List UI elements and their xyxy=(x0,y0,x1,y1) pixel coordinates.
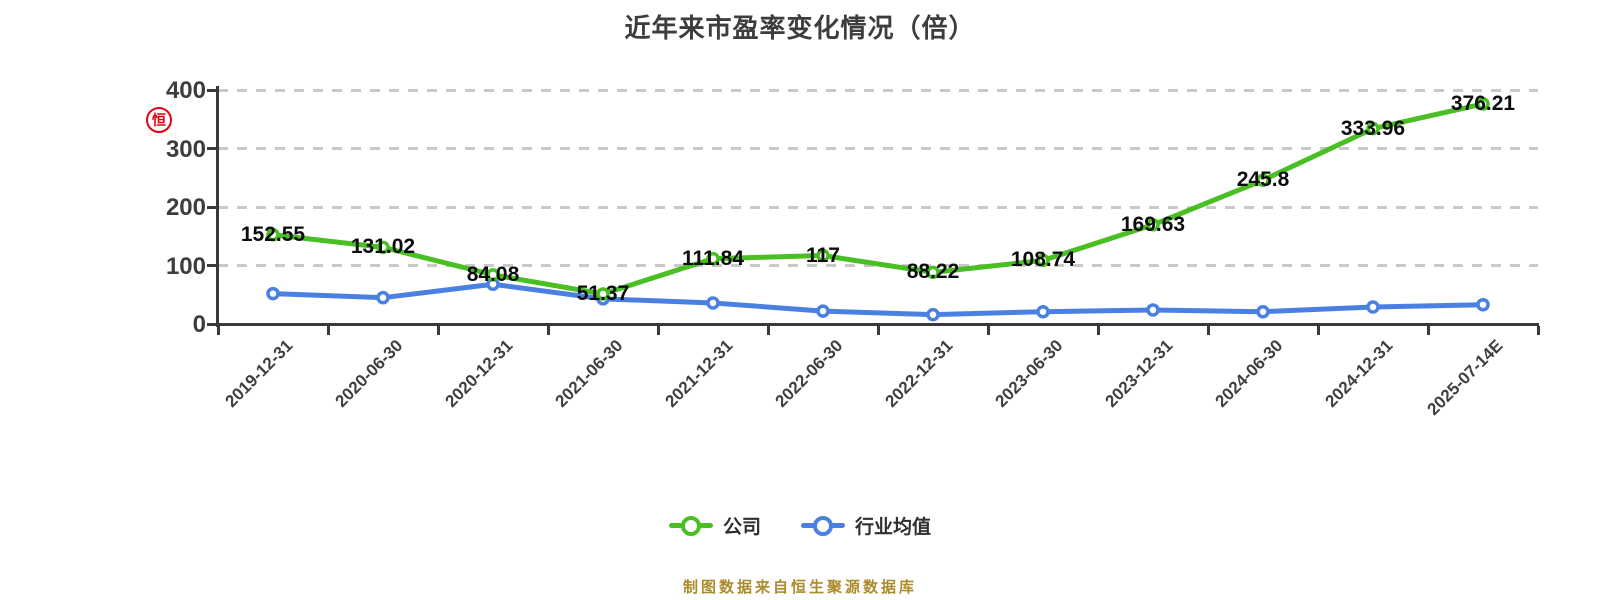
data-point-行业均值-2022-12-31[interactable] xyxy=(926,307,940,322)
legend-item-company[interactable]: 公司 xyxy=(668,512,761,539)
chart-title: 近年来市盈率变化情况（倍） xyxy=(624,13,976,43)
value-label-2022-06-30: 117 xyxy=(806,243,840,267)
x-tick-9 xyxy=(1206,326,1210,335)
x-tick-1 xyxy=(326,326,330,335)
y-axis-label-200: 200 xyxy=(165,194,206,221)
data-point-公司-2022-12-31[interactable] xyxy=(926,265,940,280)
y-axis-label-100: 100 xyxy=(165,252,206,280)
value-label-2021-06-30: 51.37 xyxy=(576,281,630,305)
logo-character: 恒 xyxy=(152,112,166,128)
legend: 公司 行业均值 xyxy=(0,512,1600,539)
data-point-行业均值-2019-12-31[interactable] xyxy=(266,286,280,301)
data-point-公司-2020-06-30[interactable] xyxy=(376,240,390,255)
legend-label-company: 公司 xyxy=(722,517,761,538)
line-行业均值 xyxy=(270,281,1486,318)
data-point-行业均值-2020-06-30[interactable] xyxy=(376,290,390,305)
x-tick-11 xyxy=(1426,326,1430,335)
value-label-2019-12-31: 152.55 xyxy=(240,222,306,246)
y-axis-label-0: 0 xyxy=(192,311,206,338)
data-point-公司-2021-12-31[interactable] xyxy=(706,251,720,266)
y-tick-200 xyxy=(207,205,218,209)
hengsheng-logo-icon: 恒 xyxy=(146,107,172,133)
value-label-2021-12-31: 111.84 xyxy=(682,246,744,270)
data-point-公司-2025-07-14E[interactable] xyxy=(1476,97,1490,111)
industry-point-icon xyxy=(813,515,833,536)
x-axis-line xyxy=(216,323,1539,326)
company-point-icon xyxy=(680,515,701,536)
data-point-行业均值-2023-12-31[interactable] xyxy=(1146,303,1160,317)
legend-item-industry-average[interactable]: 行业均值 xyxy=(801,512,931,539)
line-公司 xyxy=(270,101,1486,297)
x-tick-7 xyxy=(986,326,990,335)
value-label-2023-12-31: 169.63 xyxy=(1120,212,1186,236)
value-label-2023-06-30: 108.74 xyxy=(1010,248,1076,272)
data-point-公司-2021-06-30[interactable] xyxy=(596,287,610,301)
data-point-行业均值-2024-12-31[interactable] xyxy=(1366,300,1380,314)
value-label-2022-12-31: 88.22 xyxy=(906,260,960,284)
x-tick-3 xyxy=(546,326,550,335)
industry-line-marker-icon xyxy=(801,515,845,536)
x-tick-0 xyxy=(216,326,220,335)
y-tick-400 xyxy=(207,88,218,92)
data-source-note: 制图数据来自恒生聚源数据库 xyxy=(682,579,917,596)
y-axis-label-400: 400 xyxy=(165,77,206,104)
value-label-2024-06-30: 245.8 xyxy=(1236,168,1290,192)
data-point-公司-2024-06-30[interactable] xyxy=(1256,173,1270,187)
data-point-公司-2023-06-30[interactable] xyxy=(1036,253,1050,268)
x-tick-2 xyxy=(436,326,440,335)
data-point-公司-2020-12-31[interactable] xyxy=(486,268,500,282)
data-point-行业均值-2021-12-31[interactable] xyxy=(706,296,720,310)
data-point-公司-2023-12-31[interactable] xyxy=(1146,218,1160,232)
value-label-2020-06-30: 131.02 xyxy=(350,235,416,259)
value-label-2025-07-14E: 376.21 xyxy=(1450,91,1516,115)
y-tick-0 xyxy=(207,322,218,326)
data-point-公司-2019-12-31[interactable] xyxy=(266,228,280,242)
data-point-行业均值-2023-06-30[interactable] xyxy=(1036,304,1050,319)
legend-label-industry-average: 行业均值 xyxy=(855,517,932,538)
gridline-y400 xyxy=(218,88,1538,92)
value-label-2020-12-31: 84.08 xyxy=(466,262,520,286)
data-point-公司-2022-06-30[interactable] xyxy=(816,248,830,263)
y-tick-100 xyxy=(207,264,218,267)
y-axis-label-300: 300 xyxy=(165,135,206,163)
x-tick-5 xyxy=(766,326,770,335)
data-point-公司-2024-12-31[interactable] xyxy=(1366,121,1380,136)
value-label-2024-12-31: 333.96 xyxy=(1340,116,1406,140)
y-tick-300 xyxy=(207,147,218,150)
x-tick-10 xyxy=(1316,326,1320,335)
data-point-行业均值-2022-06-30[interactable] xyxy=(816,304,830,318)
x-tick-8 xyxy=(1096,326,1100,335)
company-line-marker-icon xyxy=(668,515,713,536)
x-tick-12 xyxy=(1536,326,1540,335)
x-tick-6 xyxy=(876,326,880,335)
gridline-y200 xyxy=(218,205,1538,209)
x-tick-4 xyxy=(656,326,660,335)
gridline-y300 xyxy=(218,147,1538,150)
data-point-行业均值-2024-06-30[interactable] xyxy=(1256,304,1270,319)
y-axis-line xyxy=(216,86,219,327)
data-point-行业均值-2025-07-14E[interactable] xyxy=(1476,297,1490,312)
